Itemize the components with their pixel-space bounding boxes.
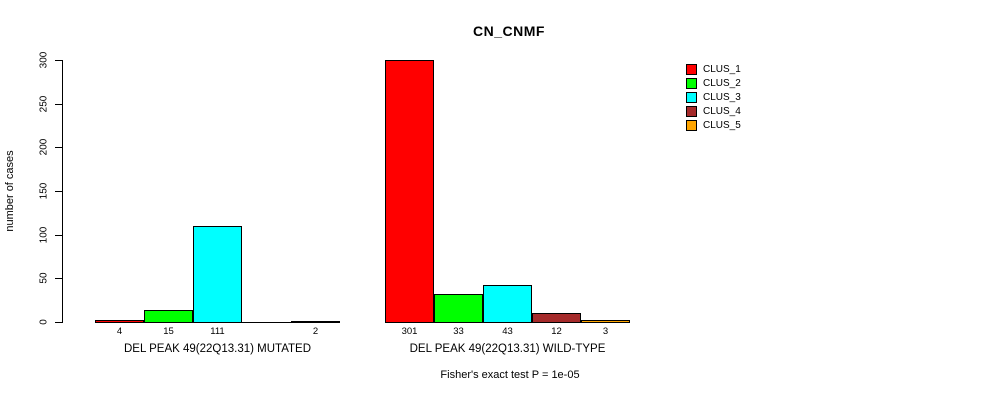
bar-clus_1 — [385, 60, 434, 323]
legend-swatch-icon — [686, 77, 697, 89]
y-tick-label: 100 — [38, 226, 50, 244]
y-tick-label: 300 — [38, 51, 50, 69]
bar-clus_3 — [483, 285, 532, 323]
bar-count-label: 3 — [602, 326, 609, 337]
bar-count-label: 301 — [401, 326, 418, 337]
y-tick — [55, 322, 62, 323]
fisher-test-note: Fisher's exact test P = 1e-05 — [440, 369, 580, 381]
bar-count-label: 33 — [453, 326, 464, 337]
legend-item: CLUS_4 — [686, 104, 741, 118]
legend-swatch-icon — [686, 119, 697, 131]
y-tick-label: 200 — [38, 138, 50, 156]
legend-item: CLUS_3 — [686, 90, 741, 104]
bar-count-label: 111 — [210, 326, 225, 337]
legend-label: CLUS_4 — [703, 105, 741, 117]
y-axis-title: number of cases — [4, 150, 16, 232]
bar-clus_3 — [193, 226, 242, 323]
legend-item: CLUS_5 — [686, 118, 741, 132]
y-tick-label: 150 — [38, 182, 50, 200]
legend-label: CLUS_3 — [703, 91, 741, 103]
bar-count-label: 12 — [551, 326, 562, 337]
y-tick-label: 50 — [38, 272, 50, 284]
legend-swatch-icon — [686, 105, 697, 117]
legend-label: CLUS_5 — [703, 119, 741, 131]
group-axis-label: DEL PEAK 49(22Q13.31) WILD-TYPE — [409, 343, 606, 355]
y-tick — [55, 104, 62, 105]
legend-label: CLUS_1 — [703, 63, 741, 75]
y-tick — [55, 147, 62, 148]
bar-count-label: 4 — [116, 326, 123, 337]
y-tick-label: 250 — [38, 95, 50, 113]
y-axis-line — [62, 60, 63, 323]
legend-item: CLUS_1 — [686, 62, 741, 76]
bar-clus_1 — [95, 320, 144, 323]
bar-count-label: 2 — [312, 326, 319, 337]
y-tick-label: 0 — [38, 319, 50, 325]
bar-clus_2 — [434, 294, 483, 323]
chart-title: CN_CNMF — [473, 23, 545, 39]
legend-swatch-icon — [686, 63, 697, 75]
legend-label: CLUS_2 — [703, 77, 741, 89]
y-tick — [55, 235, 62, 236]
bar-count-label: 15 — [163, 326, 174, 337]
y-tick — [55, 60, 62, 61]
bar-count-label: 43 — [502, 326, 513, 337]
bar-clus_2 — [144, 310, 193, 323]
bar-clus_5 — [291, 321, 340, 323]
bar-clus_4 — [532, 313, 581, 323]
legend: CLUS_1 CLUS_2 CLUS_3 CLUS_4 CLUS_5 — [686, 62, 741, 132]
legend-item: CLUS_2 — [686, 76, 741, 90]
group-axis-label: DEL PEAK 49(22Q13.31) MUTATED — [123, 343, 312, 355]
bar-clus_5 — [581, 320, 630, 323]
y-tick — [55, 191, 62, 192]
legend-swatch-icon — [686, 91, 697, 103]
y-tick — [55, 278, 62, 279]
